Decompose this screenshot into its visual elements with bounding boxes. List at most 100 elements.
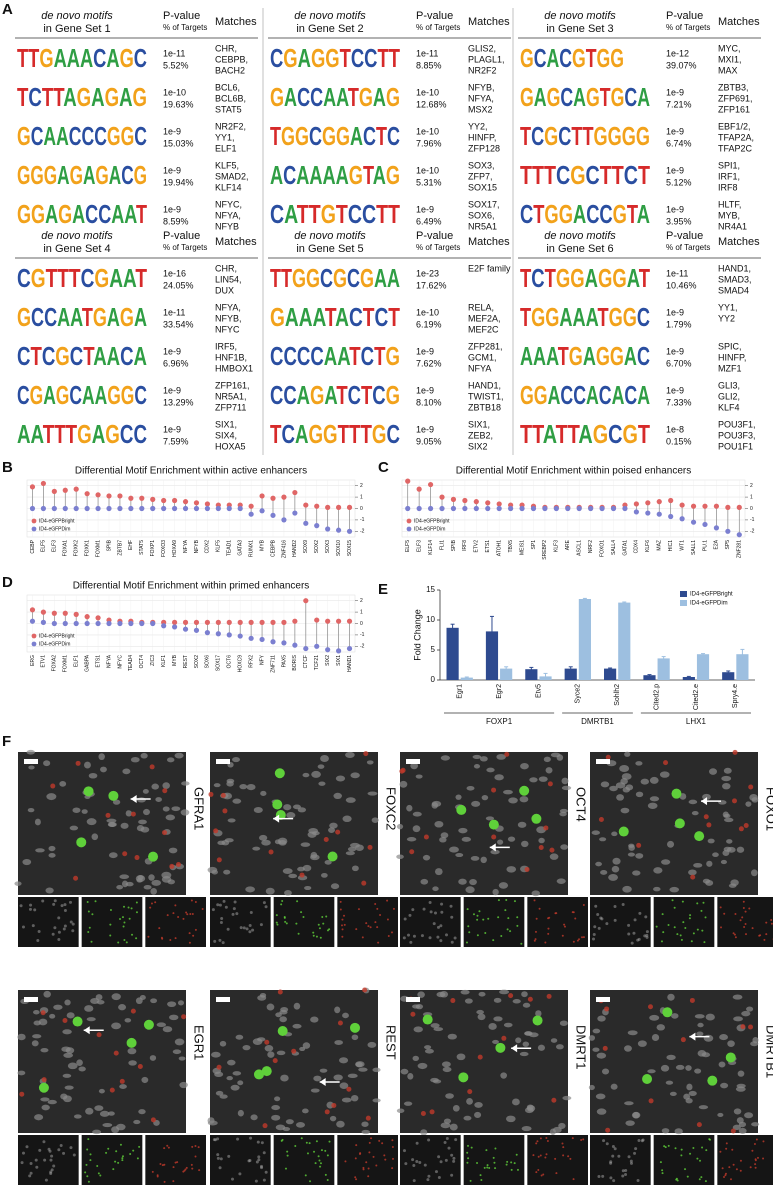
match: ELF1 (215, 143, 237, 153)
nucleus (22, 858, 32, 866)
nucleus (347, 846, 357, 852)
match: HINFP, (718, 352, 746, 362)
match: HOXA5 (215, 441, 246, 451)
dot (439, 494, 445, 500)
match: MAX (718, 65, 738, 75)
inset-cell (257, 1155, 261, 1159)
nucleus (651, 1034, 660, 1041)
nucleus (688, 799, 698, 805)
match: NFYA, (468, 93, 494, 103)
inset-cell (302, 916, 305, 919)
nucleus (59, 781, 67, 787)
nucleus (637, 1040, 647, 1047)
nucleus (628, 844, 635, 851)
p-value: 1e-10 (416, 87, 439, 97)
nucleus (297, 866, 305, 872)
inset-cell (593, 925, 597, 929)
inset-cell (428, 900, 432, 904)
inset-cell (443, 1140, 447, 1144)
inset-cell (532, 1154, 535, 1157)
inset-cell (605, 922, 609, 926)
inset-cell (739, 919, 742, 922)
inset-cell (132, 1149, 135, 1152)
dot (336, 527, 342, 533)
x-tick-label: TEAD1 (227, 540, 233, 556)
inset-cell (122, 925, 125, 928)
nucleus (335, 775, 346, 782)
x-tick-label: KLF3 (554, 540, 560, 552)
nucleus (336, 1120, 345, 1128)
nucleus (311, 831, 320, 836)
red-cell (50, 783, 56, 789)
red-cell (62, 1017, 68, 1023)
dot (84, 505, 90, 512)
x-tick-label: SPIB (451, 539, 457, 551)
inset-cell (476, 918, 479, 921)
inset-cell (762, 1157, 765, 1160)
match: IRF5, (215, 341, 237, 351)
inset-cell (578, 938, 581, 941)
nucleus (215, 1090, 224, 1096)
legend-label: ID4-eGFPBright (414, 518, 450, 524)
x-tick-label: ARE (565, 539, 571, 550)
nucleus (616, 794, 625, 801)
match: MYB, (718, 210, 740, 220)
inset-cell (213, 939, 217, 943)
x-tick-label: SOX6 (205, 655, 211, 669)
inset-cell (466, 1151, 469, 1154)
inset-cell (513, 900, 516, 903)
dot (346, 618, 353, 624)
inset-cell (174, 904, 177, 907)
x-tick-label: EHF (128, 540, 134, 550)
inset-cell (69, 1146, 73, 1150)
nucleus (441, 1061, 451, 1068)
dot (106, 493, 112, 499)
red-cell (19, 1091, 25, 1097)
nucleus (559, 811, 567, 817)
inset-cell (295, 922, 298, 925)
nucleus (253, 806, 263, 813)
inset-cell (304, 1174, 307, 1177)
red-cell (467, 1089, 473, 1095)
nucleus (330, 883, 340, 890)
green-cell (488, 819, 499, 830)
nucleus (355, 844, 364, 851)
inset-cell (411, 1158, 415, 1162)
green-cell (83, 786, 94, 797)
nucleus (156, 1022, 167, 1028)
nucleus (282, 868, 293, 875)
inset-cell (57, 1148, 61, 1152)
x-tick-label: FOXP1 (150, 540, 156, 557)
inset-cell (667, 1144, 670, 1147)
inset-cell (404, 1162, 408, 1166)
match: NFYA, (215, 302, 241, 312)
dot (226, 505, 232, 512)
inset-cell (107, 1147, 110, 1150)
inset-cell (376, 926, 379, 929)
nucleus (688, 1090, 697, 1097)
match: KLF14 (215, 182, 242, 192)
motif-logo: TTTCGCTTCT (520, 160, 650, 190)
nucleus (492, 1039, 499, 1044)
x-tick-label: SALL1 (691, 540, 697, 555)
match: SOX6, (468, 210, 495, 220)
inset-cell (136, 1157, 139, 1160)
nucleus (167, 1001, 177, 1008)
nucleus (46, 793, 57, 801)
inset-cell (121, 1155, 124, 1158)
nucleus (442, 1066, 452, 1073)
inset-cell (555, 1172, 558, 1175)
match: ZBTB18 (468, 402, 501, 412)
red-cell (689, 997, 695, 1003)
inset (145, 1135, 206, 1185)
nucleus (372, 1098, 381, 1103)
header-motif: de novo motifs (41, 10, 113, 22)
nucleus (745, 801, 752, 807)
y-tick-label: -2 (360, 644, 365, 650)
inset-cell (174, 1161, 177, 1164)
dot (248, 635, 254, 641)
inset-cell (600, 917, 604, 921)
legend-swatch (31, 518, 37, 524)
match: NFYC, (215, 199, 242, 209)
y-tick-label: 5 (431, 645, 436, 654)
